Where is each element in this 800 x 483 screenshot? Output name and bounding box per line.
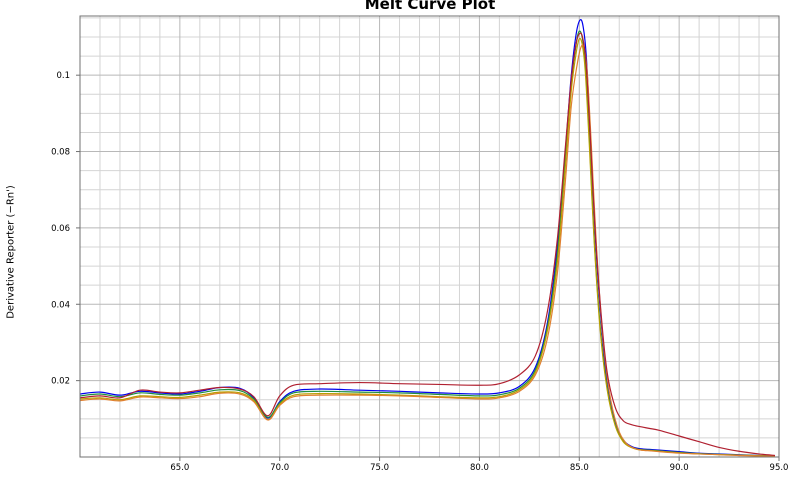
chart-title: Melt Curve Plot — [364, 0, 496, 13]
y-tick-label: 0.1 — [56, 71, 70, 81]
y-tick-label: 0.04 — [51, 300, 70, 310]
y-axis-ticks: 0.02 0.04 0.06 0.08 0.1 — [51, 71, 80, 387]
x-tick-label: 80.0 — [470, 463, 489, 473]
x-tick-label: 95.0 — [770, 463, 789, 473]
x-axis-ticks: 65.0 70.0 75.0 80.0 85.0 90.0 95.0 — [170, 457, 788, 473]
x-tick-label: 85.0 — [570, 463, 589, 473]
series-line-5 — [79, 32, 776, 457]
x-tick-label: 70.0 — [270, 463, 289, 473]
plot-border — [79, 15, 780, 458]
series-line-4 — [79, 44, 776, 457]
series-line-1 — [79, 19, 776, 457]
x-tick-label: 90.0 — [670, 463, 689, 473]
y-tick-label: 0.08 — [51, 148, 70, 158]
y-tick-label: 0.06 — [51, 224, 70, 234]
minor-gridlines — [80, 16, 779, 457]
series-lines — [79, 19, 776, 457]
x-tick-label: 75.0 — [370, 463, 389, 473]
y-tick-label: 0.02 — [51, 377, 70, 387]
major-gridlines — [79, 16, 780, 458]
plot-frame — [79, 15, 780, 458]
x-tick-label: 65.0 — [170, 463, 189, 473]
